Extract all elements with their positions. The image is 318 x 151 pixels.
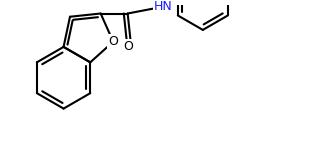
Text: O: O: [108, 35, 118, 48]
Text: O: O: [124, 40, 134, 53]
Text: HN: HN: [154, 0, 172, 13]
